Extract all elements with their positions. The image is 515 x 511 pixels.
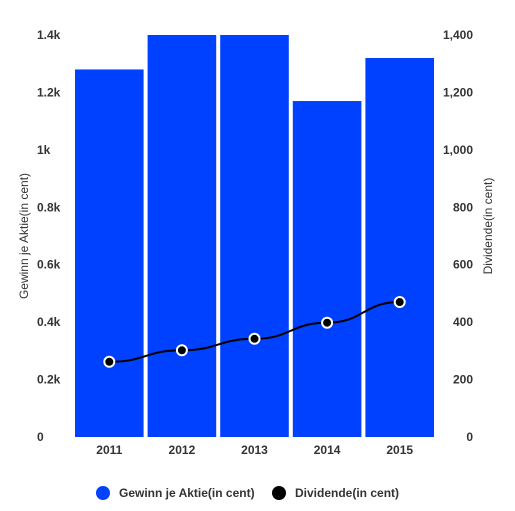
- x-tick-label: 2012: [169, 443, 196, 457]
- left-tick-label: 1.4k: [37, 28, 61, 42]
- left-tick-label: 0.6k: [37, 258, 61, 272]
- point-2011[interactable]: [103, 355, 116, 368]
- right-tick-label: 1,000: [443, 143, 473, 157]
- left-tick-label: 0.4k: [37, 315, 61, 329]
- right-tick-label: 1,400: [443, 28, 473, 42]
- right-tick-label: 600: [453, 258, 473, 272]
- left-tick-label: 0.8k: [37, 200, 61, 214]
- legend-marker-dividende: [272, 486, 286, 500]
- point-2013[interactable]: [248, 332, 261, 345]
- point-2014[interactable]: [321, 316, 334, 329]
- left-tick-label: 0: [37, 430, 44, 444]
- bar-series: [75, 35, 434, 438]
- right-axis-ticks: 0 200 400 600 800 1,000 1,200 1,400: [443, 28, 473, 444]
- bar-2015[interactable]: [365, 57, 434, 437]
- right-axis-title: Dividende(in cent): [481, 178, 495, 275]
- right-tick-label: 200: [453, 373, 473, 387]
- right-tick-label: 0: [466, 430, 473, 444]
- x-tick-label: 2011: [96, 443, 122, 457]
- x-tick-label: 2015: [386, 443, 413, 457]
- legend-marker-gewinn: [96, 486, 110, 500]
- legend: Gewinn je Aktie(in cent) Dividende(in ce…: [96, 486, 399, 500]
- bar-2014[interactable]: [292, 101, 362, 438]
- x-tick-label: 2013: [241, 443, 268, 457]
- point-2015[interactable]: [393, 296, 406, 309]
- bar-2012[interactable]: [147, 35, 217, 437]
- line-series: [103, 296, 406, 368]
- right-tick-label: 400: [453, 315, 473, 329]
- right-tick-label: 1,200: [443, 85, 473, 99]
- bar-2013[interactable]: [220, 35, 289, 437]
- left-axis-title: Gewinn je Aktie(in cent): [17, 173, 31, 299]
- bar-2011[interactable]: [75, 69, 144, 437]
- left-tick-label: 1.2k: [37, 85, 61, 99]
- legend-item-gewinn[interactable]: Gewinn je Aktie(in cent): [96, 486, 255, 500]
- point-2012[interactable]: [175, 344, 188, 357]
- x-tick-label: 2014: [314, 443, 341, 457]
- left-tick-label: 1k: [37, 143, 51, 157]
- left-tick-label: 0.2k: [37, 373, 61, 387]
- legend-label-dividende: Dividende(in cent): [295, 486, 399, 500]
- x-axis-ticks: 2011 2012 2013 2014 2015: [96, 443, 413, 457]
- left-axis-ticks: 0 0.2k 0.4k 0.6k 0.8k 1k 1.2k 1.4k: [37, 28, 61, 444]
- right-tick-label: 800: [453, 200, 473, 214]
- legend-item-dividende[interactable]: Dividende(in cent): [272, 486, 399, 500]
- legend-label-gewinn: Gewinn je Aktie(in cent): [119, 486, 255, 500]
